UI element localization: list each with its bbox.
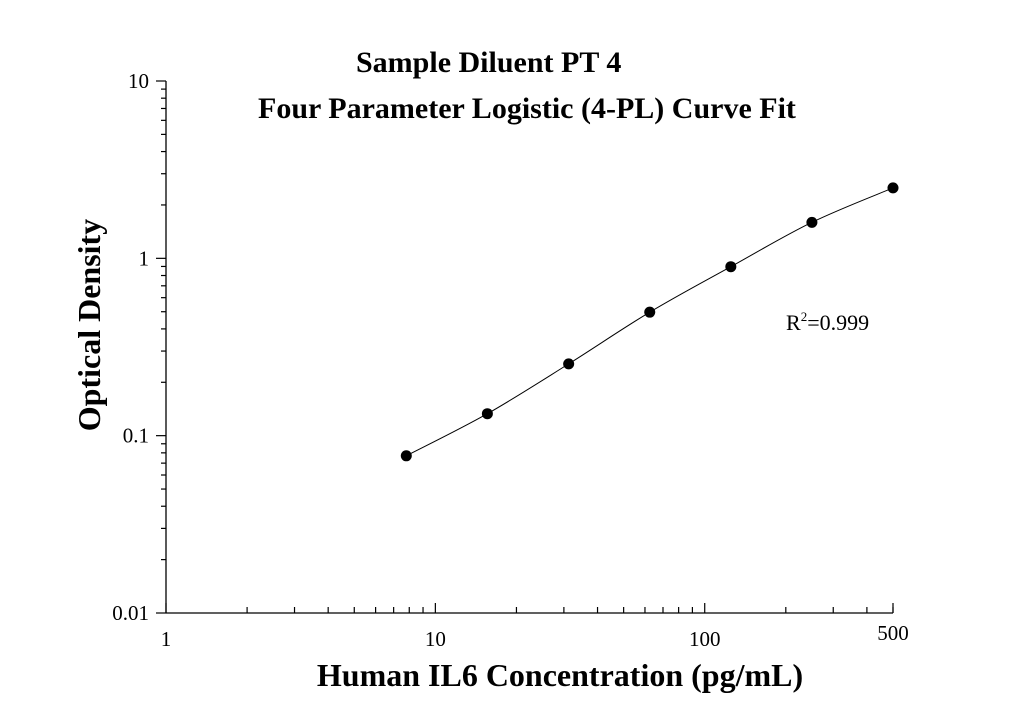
chart-subtitle: Four Parameter Logistic (4-PL) Curve Fit (258, 92, 796, 125)
axis-ticks (156, 80, 894, 614)
x-axis-title: Human IL6 Concentration (pg/mL) (317, 657, 803, 693)
data-point (644, 306, 656, 318)
y-axis-title: Optical Density (71, 219, 107, 431)
data-point (887, 182, 899, 194)
axis-tick-labels: 1 10 100 500 0.01 0.1 1 10 (112, 69, 909, 651)
data-point (400, 450, 412, 462)
data-point (563, 358, 575, 370)
chart-title: Sample Diluent PT 4 (356, 46, 621, 79)
x-tick-label: 500 (877, 621, 909, 645)
r-squared-value: =0.999 (807, 310, 869, 335)
r-squared-base: R (786, 310, 801, 335)
r-squared-superscript: 2 (801, 309, 808, 324)
y-tick-label: 0.01 (112, 601, 149, 625)
x-tick-label: 1 (161, 627, 172, 651)
y-tick-label: 10 (128, 69, 149, 93)
plot-axes (165, 81, 893, 614)
x-tick-label: 10 (425, 627, 446, 651)
data-point (806, 216, 818, 228)
y-tick-label: 0.1 (123, 424, 149, 448)
x-tick-label: 100 (689, 627, 721, 651)
data-points (400, 182, 899, 462)
data-point (481, 408, 493, 420)
y-tick-label: 1 (139, 246, 150, 270)
r-squared-annotation: R2=0.999 (786, 309, 869, 335)
data-point (725, 261, 737, 273)
